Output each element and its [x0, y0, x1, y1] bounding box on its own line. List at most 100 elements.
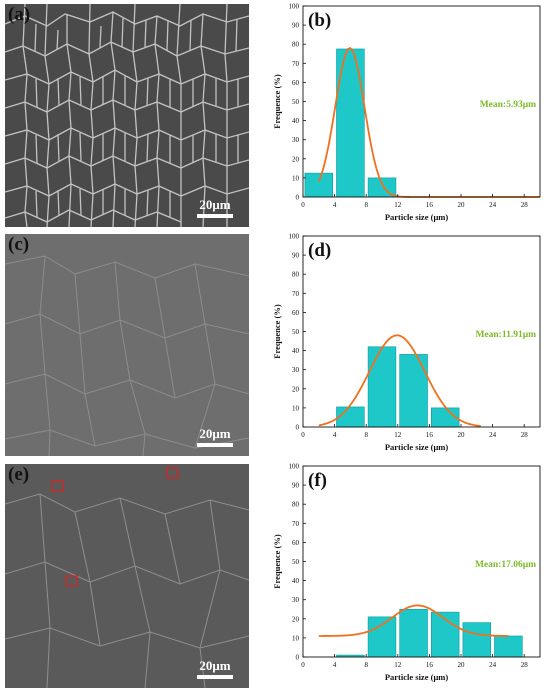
- sem-image-c: (c) 20μm: [5, 234, 249, 456]
- ytick-label-b-70: 70: [292, 60, 300, 68]
- ytick-label-d-50: 50: [292, 328, 300, 336]
- xtick-label-f-16: 16: [426, 661, 434, 669]
- panel-label-e: (e): [8, 464, 30, 485]
- ytick-label-d-100: 100: [289, 233, 300, 241]
- scale-bar-e: 20μm: [197, 658, 233, 679]
- ytick-label-d-40: 40: [292, 347, 300, 355]
- grain-boundaries-e: [5, 467, 249, 688]
- chart-b: 0 10 20 30 40 50 60 70 80 90 100 0 4 8 12 16 20 24 28 Parti…: [255, 0, 547, 231]
- bar-d-1: [367, 346, 397, 428]
- region-marker-2: [166, 467, 179, 479]
- sem-image-a: (a) 20μm: [5, 4, 249, 227]
- ytick-label-b-90: 90: [292, 22, 300, 30]
- xtick-label-d-0: 0: [301, 431, 305, 439]
- panel-label-f: (f): [308, 470, 327, 491]
- xtick-label-d-12: 12: [394, 431, 402, 439]
- ytick-label-b-50: 50: [292, 98, 300, 106]
- bar-f-2: [399, 608, 428, 658]
- ytick-label-b-80: 80: [292, 41, 300, 49]
- panel-label-d: (d): [308, 240, 331, 261]
- xlabel-d: Particle size (μm): [385, 442, 449, 452]
- bar-f-4: [462, 622, 492, 658]
- xtick-label-f-4: 4: [333, 661, 337, 669]
- scale-bar-line-e: [197, 675, 233, 679]
- grain-boundaries-c: [5, 255, 249, 456]
- scale-bar-label-e: 20μm: [199, 658, 231, 673]
- scale-bar-c: 20μm: [197, 426, 233, 447]
- ytick-label-d-60: 60: [292, 309, 300, 317]
- xtick-label-b-0: 0: [301, 201, 305, 209]
- xtick-label-f-0: 0: [301, 661, 305, 669]
- ytick-label-b-100: 100: [289, 3, 300, 11]
- xtick-label-d-28: 28: [521, 431, 529, 439]
- ytick-label-d-80: 80: [292, 271, 300, 279]
- chart-d: 0 10 20 30 40 50 60 70 80 90 100 0 4 8 12 16 20 24 28 Parti…: [255, 230, 547, 462]
- region-marker-3: [65, 575, 78, 587]
- scale-bar-line-c: [197, 443, 233, 447]
- fit-curve-d: [318, 334, 481, 427]
- scale-bar-label-a: 20μm: [199, 197, 231, 212]
- bar-b-0: [304, 172, 334, 198]
- xtick-label-b-24: 24: [489, 201, 497, 209]
- xtick-label-b-12: 12: [394, 201, 402, 209]
- xtick-label-f-8: 8: [364, 661, 368, 669]
- panel-label-a: (a): [8, 4, 31, 25]
- ytick-label-d-10: 10: [292, 404, 300, 412]
- xtick-label-d-8: 8: [364, 431, 368, 439]
- bar-d-2: [399, 354, 428, 428]
- bar-f-5: [494, 635, 523, 658]
- ytick-label-b-60: 60: [292, 79, 300, 87]
- ytick-label-f-40: 40: [292, 577, 300, 585]
- mean-label-d: Mean:11.91μm: [475, 330, 536, 340]
- ytick-label-b-0: 0: [296, 194, 300, 202]
- ytick-label-f-100: 100: [289, 463, 300, 471]
- fit-curve-f: [318, 604, 509, 637]
- sem-image-e: (e) 20μm: [5, 464, 249, 688]
- xtick-label-b-4: 4: [333, 201, 337, 209]
- xtick-label-d-20: 20: [458, 431, 466, 439]
- chart-f: 0 10 20 30 40 50 60 70 80 90 100 0 4 8 12 16 20 24 28 Parti…: [255, 460, 547, 692]
- scale-bar-line-a: [197, 214, 233, 218]
- chart-b-svg: 0 10 20 30 40 50 60 70 80 90 100 0 4 8 12 16 20 24 28 Parti…: [272, 3, 541, 222]
- ytick-label-f-20: 20: [292, 615, 300, 623]
- xtick-label-d-4: 4: [333, 431, 337, 439]
- xtick-label-f-12: 12: [394, 661, 402, 669]
- ytick-label-f-80: 80: [292, 501, 300, 509]
- xtick-label-f-20: 20: [458, 661, 466, 669]
- bar-f-1: [367, 616, 397, 658]
- scale-bar-label-c: 20μm: [199, 426, 231, 441]
- ytick-label-f-30: 30: [292, 596, 300, 604]
- xtick-label-d-16: 16: [426, 431, 434, 439]
- xtick-label-b-28: 28: [521, 201, 529, 209]
- ytick-label-d-70: 70: [292, 290, 300, 298]
- xtick-label-f-24: 24: [489, 661, 497, 669]
- ytick-label-d-20: 20: [292, 385, 300, 393]
- xtick-label-f-28: 28: [521, 661, 529, 669]
- xtick-label-b-20: 20: [458, 201, 466, 209]
- xlabel-b: Particle size (μm): [385, 212, 449, 222]
- ytick-label-b-10: 10: [292, 174, 300, 182]
- region-marker-1: [51, 480, 64, 492]
- chart-f-svg: 0 10 20 30 40 50 60 70 80 90 100 0 4 8 12 16 20 24 28 Parti…: [272, 463, 541, 682]
- bar-d-0: [336, 406, 365, 428]
- grain-boundaries-a: [5, 4, 249, 227]
- xtick-label-b-16: 16: [426, 201, 434, 209]
- xlabel-f: Particle size (μm): [385, 672, 449, 682]
- ytick-label-b-30: 30: [292, 136, 300, 144]
- ytick-label-b-40: 40: [292, 117, 300, 125]
- ytick-label-f-10: 10: [292, 634, 300, 642]
- ytick-label-d-30: 30: [292, 366, 300, 374]
- xtick-label-b-8: 8: [364, 201, 368, 209]
- ytick-label-f-60: 60: [292, 539, 300, 547]
- ytick-label-f-50: 50: [292, 558, 300, 566]
- panel-label-b: (b): [308, 10, 331, 31]
- chart-d-svg: 0 10 20 30 40 50 60 70 80 90 100 0 4 8 12 16 20 24 28 Parti…: [272, 233, 541, 452]
- mean-label-b: Mean:5.93μm: [480, 100, 536, 110]
- ytick-label-d-0: 0: [296, 424, 300, 432]
- panel-label-c: (c): [8, 234, 30, 255]
- xtick-label-d-24: 24: [489, 431, 497, 439]
- ytick-label-b-20: 20: [292, 155, 300, 163]
- ytick-label-f-0: 0: [296, 654, 300, 662]
- scale-bar-a: 20μm: [197, 197, 233, 218]
- ylabel-f: Frequence (%): [272, 534, 282, 589]
